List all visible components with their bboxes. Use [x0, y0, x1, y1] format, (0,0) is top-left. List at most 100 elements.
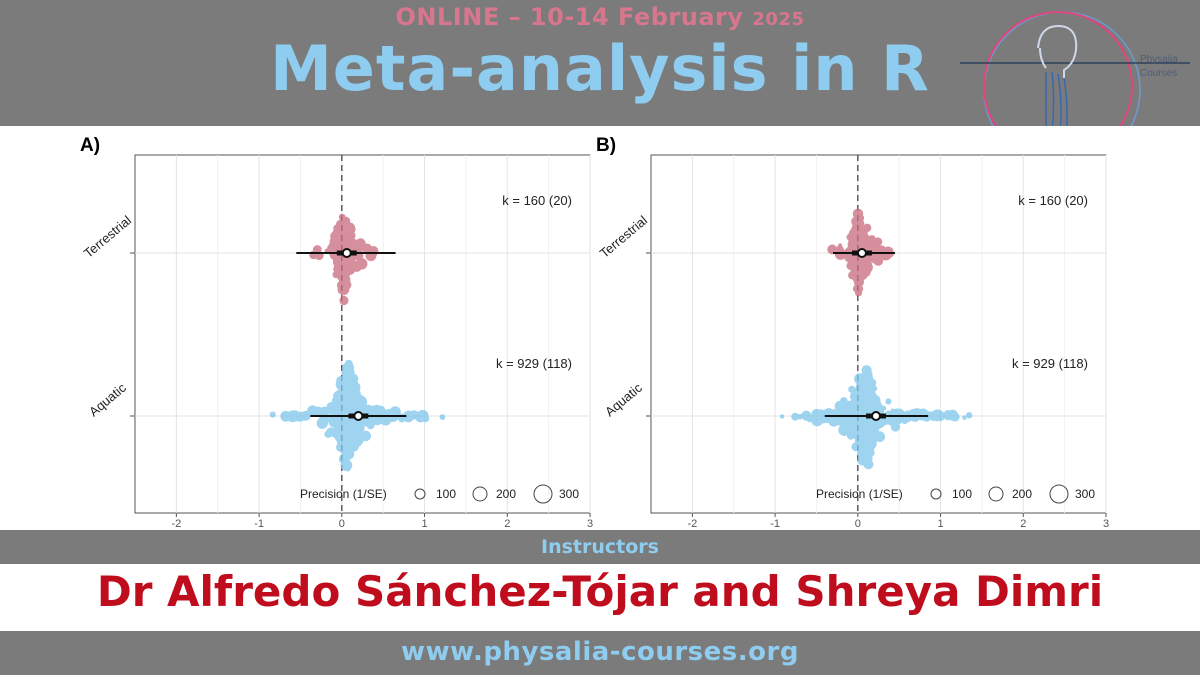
- data-point: [343, 268, 352, 276]
- precision-legend-circle: [533, 484, 553, 504]
- data-point: [351, 421, 360, 430]
- data-point: [339, 434, 347, 442]
- data-point: [890, 422, 901, 432]
- precision-legend-circle: [930, 488, 942, 500]
- data-point: [859, 264, 869, 275]
- course-title: Meta-analysis in R: [270, 32, 930, 105]
- data-point: [338, 387, 346, 395]
- data-point: [791, 412, 800, 421]
- data-point: [827, 244, 838, 255]
- x-tick-label: -2: [687, 518, 697, 530]
- website-link[interactable]: www.physalia-courses.org: [401, 637, 799, 667]
- data-point: [779, 414, 785, 419]
- precision-legend: Precision (1/SE) 100 200 300: [816, 484, 1095, 504]
- precision-legend-circle: [1049, 484, 1069, 504]
- precision-legend-value: 100: [952, 487, 972, 501]
- x-tick-label: 0: [339, 518, 345, 530]
- data-point: [962, 415, 967, 420]
- data-point: [338, 213, 346, 221]
- precision-legend-circle: [472, 486, 488, 502]
- data-point: [356, 258, 368, 270]
- panel-label: B): [596, 135, 616, 156]
- data-point: [898, 416, 904, 422]
- logo-text-1: Physalia: [1140, 54, 1178, 65]
- data-point: [422, 412, 429, 419]
- data-point: [874, 431, 886, 443]
- precision-legend-value: 300: [559, 487, 579, 501]
- k-label: k = 160 (20): [502, 193, 572, 208]
- x-tick-label: 1: [937, 518, 943, 530]
- data-point: [366, 421, 375, 430]
- data-point: [345, 259, 354, 268]
- data-point: [830, 415, 839, 424]
- data-point: [880, 248, 892, 261]
- data-point: [317, 418, 325, 426]
- data-point: [343, 235, 350, 242]
- data-point: [838, 243, 843, 248]
- data-point: [312, 245, 322, 254]
- data-point: [332, 256, 343, 267]
- y-tick-label: Aquatic: [602, 380, 645, 420]
- data-point: [295, 411, 301, 418]
- data-point: [855, 424, 863, 433]
- data-point: [333, 264, 342, 274]
- mean-estimate: [353, 411, 364, 421]
- instructors-names: Dr Alfredo Sánchez-Tójar and Shreya Dimr…: [96, 567, 1104, 616]
- x-tick-label: -1: [254, 518, 264, 530]
- data-point: [345, 442, 351, 448]
- data-point: [287, 410, 296, 419]
- data-point: [868, 402, 880, 414]
- precision-legend-value: 200: [1012, 487, 1032, 501]
- data-point: [857, 454, 869, 466]
- data-point: [867, 425, 872, 430]
- plot-panel-a: A) Terrestrial Aquatic -2 -1 0 1 2 3 k = 160 (20)…: [80, 135, 593, 530]
- data-point: [852, 284, 862, 293]
- data-point: [834, 248, 847, 260]
- data-point: [854, 373, 866, 385]
- data-point: [365, 250, 377, 262]
- data-point: [852, 264, 861, 273]
- data-point: [855, 409, 865, 419]
- data-point: [339, 246, 344, 251]
- data-point: [360, 432, 367, 438]
- k-label: k = 160 (20): [1018, 193, 1088, 208]
- precision-legend: Precision (1/SE) 100 200 300: [300, 484, 579, 504]
- figure-area: A) Terrestrial Aquatic -2 -1 0 1 2 3 k = 160 (20)…: [0, 126, 1200, 530]
- x-tick-label: 0: [855, 518, 861, 530]
- data-point: [406, 413, 412, 418]
- data-point: [947, 409, 958, 421]
- website-banner: [0, 631, 1200, 675]
- data-point: [869, 419, 878, 427]
- data-point: [345, 466, 351, 472]
- data-point: [340, 223, 352, 236]
- precision-legend-value: 100: [436, 487, 456, 501]
- precision-legend-circle: [414, 488, 426, 500]
- data-point: [269, 411, 276, 418]
- data-point: [860, 447, 868, 455]
- data-point: [861, 392, 872, 403]
- logo-tentacles-icon: [1045, 71, 1068, 154]
- k-label: k = 929 (118): [496, 356, 572, 371]
- data-point: [342, 362, 355, 375]
- data-point: [349, 392, 358, 402]
- logo-text-2: Courses: [1140, 68, 1177, 79]
- y-tick-label: Terrestrial: [597, 213, 650, 261]
- meta-analysis-orchard-plots: A) Terrestrial Aquatic -2 -1 0 1 2 3 k = 160 (20)…: [80, 135, 1109, 530]
- x-tick-label: 3: [587, 518, 593, 530]
- k-label: k = 929 (118): [1012, 356, 1088, 371]
- data-point: [934, 410, 946, 422]
- precision-legend-value: 300: [1075, 487, 1095, 501]
- data-point: [802, 414, 808, 419]
- plot-frame: [134, 154, 591, 514]
- data-point: [339, 295, 349, 306]
- data-point: [860, 272, 868, 280]
- aquatic-points: [269, 359, 446, 472]
- data-point: [885, 398, 892, 405]
- data-point: [861, 226, 867, 232]
- x-tick-label: 1: [421, 518, 427, 530]
- data-point: [340, 287, 346, 292]
- data-point: [858, 238, 871, 251]
- data-point: [965, 412, 973, 419]
- instructors-banner: [0, 530, 1200, 564]
- data-point: [837, 409, 849, 420]
